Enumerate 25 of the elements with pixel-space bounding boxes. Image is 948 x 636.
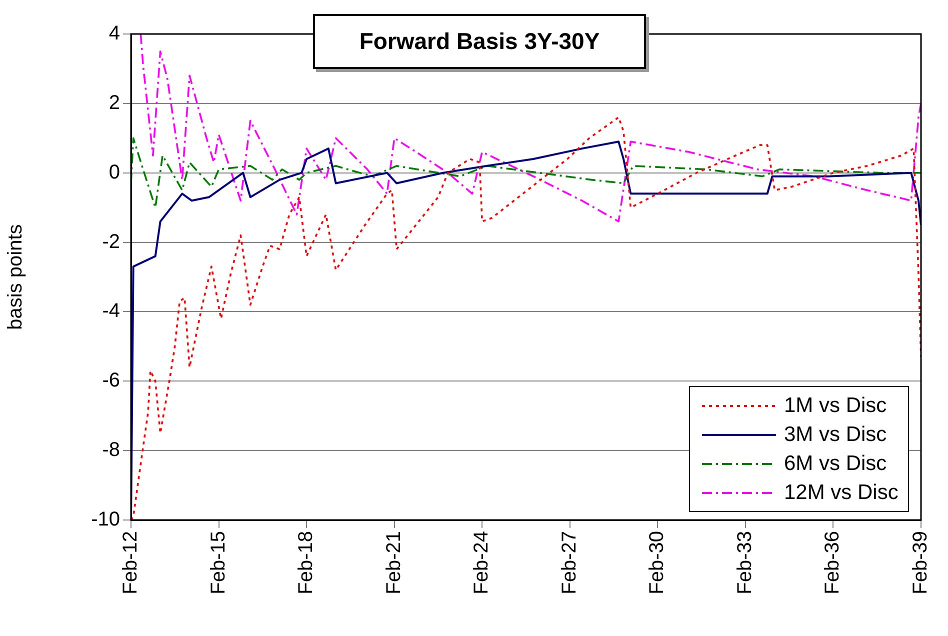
legend-label: 6M vs Disc [784, 451, 887, 477]
y-tick-label: -2 [102, 230, 120, 253]
y-tick-label: 4 [108, 22, 120, 45]
x-tick-label: Feb-18 [295, 531, 318, 594]
legend-label: 3M vs Disc [784, 422, 887, 448]
x-tick-label: Feb-24 [470, 531, 493, 594]
x-tick-label: Feb-21 [382, 531, 405, 594]
y-axis-title: basis points [4, 224, 27, 330]
legend-label: 12M vs Disc [784, 480, 898, 506]
x-tick-label: Feb-15 [207, 531, 230, 594]
x-tick-label: Feb-27 [558, 531, 580, 594]
y-tick-label: -6 [102, 370, 120, 392]
legend-label: 1M vs Disc [784, 393, 887, 419]
title-box: Forward Basis 3Y-30Y [313, 14, 646, 69]
y-tick-label: -8 [102, 439, 120, 462]
x-tick-label: Feb-30 [646, 531, 668, 594]
line-series [140, 34, 921, 222]
y-tick-label: 2 [108, 92, 120, 114]
x-tick-label: Feb-36 [822, 531, 844, 594]
y-tick-label: 0 [108, 161, 120, 184]
x-tick-label: Feb-39 [910, 531, 932, 594]
x-tick-label: Feb-33 [734, 531, 756, 594]
y-tick-label: -10 [91, 508, 120, 531]
y-tick-label: -4 [102, 300, 120, 322]
x-tick-label: Feb-12 [120, 531, 142, 594]
